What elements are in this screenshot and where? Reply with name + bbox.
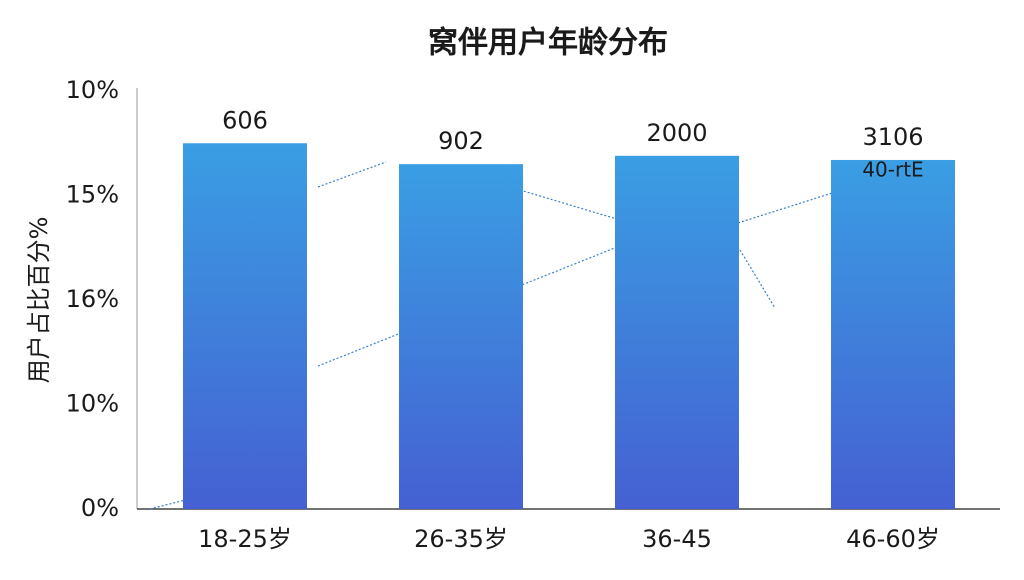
y-tick-label: 0% — [81, 494, 119, 522]
y-axis-label: 用户占比百分% — [25, 217, 53, 384]
x-tick-label: 26-35岁 — [414, 525, 508, 553]
y-tick-label: 16% — [66, 285, 119, 313]
annotation: 40-rtE — [862, 158, 923, 182]
bar — [183, 143, 307, 509]
bar-label: 3106 — [862, 123, 923, 151]
y-tick-label: 15% — [66, 181, 119, 209]
y-tick-label: 10% — [66, 76, 119, 104]
x-tick-label: 46-60岁 — [846, 525, 940, 553]
y-tick-label: 10% — [66, 390, 119, 418]
bar — [615, 155, 739, 510]
bar — [399, 164, 523, 509]
chart-title: 窝伴用户年龄分布 — [428, 26, 668, 61]
bar-label: 2000 — [646, 119, 707, 147]
bar-label: 606 — [222, 106, 268, 134]
x-tick-label: 36-45 — [642, 525, 712, 553]
bar-label: 902 — [438, 127, 484, 155]
bar — [831, 159, 955, 509]
x-tick-label: 18-25岁 — [198, 525, 292, 553]
